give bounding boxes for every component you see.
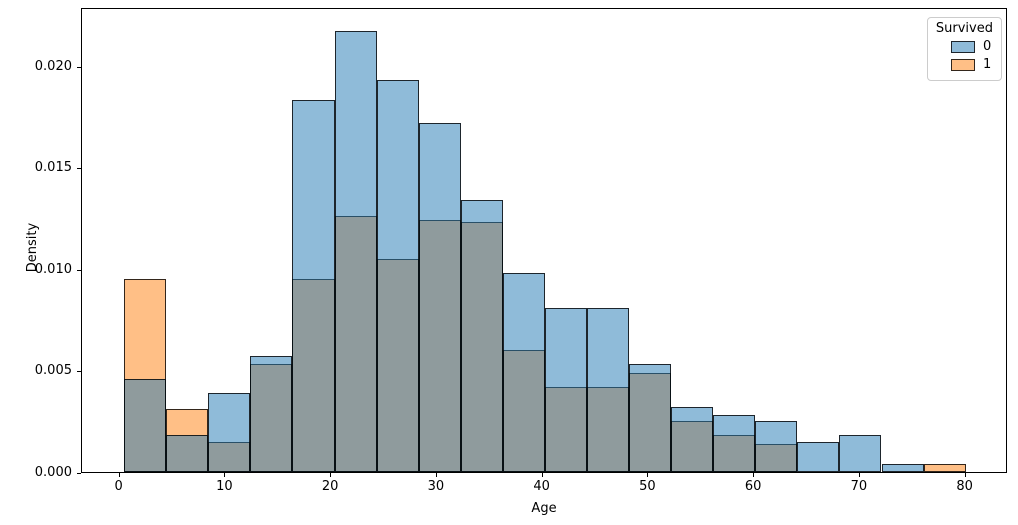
x-tick-mark [541,473,543,477]
histogram-bar-survived-0 [124,378,167,472]
histogram-bar-survived-0 [839,435,882,472]
histogram-bar-survived-0 [671,407,714,472]
histogram-bar-survived-0 [586,307,630,472]
histogram-bar-survived-0 [502,273,545,472]
legend-entry-label: 1 [983,57,992,72]
histogram-bar-survived-0 [544,307,587,472]
x-tick-label: 30 [427,479,445,494]
y-tick-label: 0.000 [34,465,72,480]
x-tick-label: 70 [850,479,868,494]
x-tick-mark [435,473,437,477]
x-tick-label: 50 [639,479,656,494]
histogram-bar-survived-0 [797,441,840,472]
histogram-bar-survived-0 [166,435,209,472]
histogram-bar-survived-0 [208,392,251,472]
legend-entry: 1 [942,57,993,72]
legend-entry: 0 [942,39,993,54]
x-tick-mark [224,473,226,477]
legend-swatch-icon [951,58,975,71]
x-tick-mark [647,473,649,477]
x-axis-label: Age [531,501,557,516]
histogram-bar-survived-0 [881,463,924,472]
y-tick-label: 0.020 [34,58,72,74]
histogram-bar-survived-0 [292,100,335,472]
x-tick-mark [858,473,860,477]
y-axis-label: Density [25,222,41,273]
legend-title: Survived [935,21,993,36]
x-tick-label: 0 [114,479,123,494]
y-tick-mark [77,473,81,474]
y-tick-mark [77,168,81,170]
histogram-bar-survived-0 [755,421,798,472]
x-tick-label: 80 [956,479,973,494]
histogram-bar-survived-0 [376,80,419,472]
histogram-bar-survived-0 [460,199,503,472]
histogram-bar-survived-0 [334,31,377,472]
x-tick-label: 60 [744,479,762,494]
x-tick-label: 40 [533,479,550,494]
histogram-bar-survived-0 [250,356,293,472]
x-tick-mark [753,473,755,477]
y-tick-mark [77,371,81,373]
y-tick-mark [77,269,81,271]
y-tick-label: 0.010 [34,261,72,277]
legend-entry-label: 0 [983,39,992,54]
x-tick-mark [118,473,120,477]
histogram-bar-survived-0 [713,415,756,472]
legend-swatch-icon [951,40,975,53]
y-tick-mark [77,66,81,68]
histogram-bar-survived-1 [923,463,966,472]
histogram-bar-survived-0 [418,122,461,472]
y-tick-label: 0.015 [34,160,72,176]
x-tick-mark [964,473,966,477]
x-tick-label: 20 [321,479,339,494]
histogram-bar-survived-0 [629,364,672,472]
y-tick-label: 0.005 [34,363,72,379]
x-tick-label: 10 [216,479,233,494]
x-tick-mark [330,473,332,477]
